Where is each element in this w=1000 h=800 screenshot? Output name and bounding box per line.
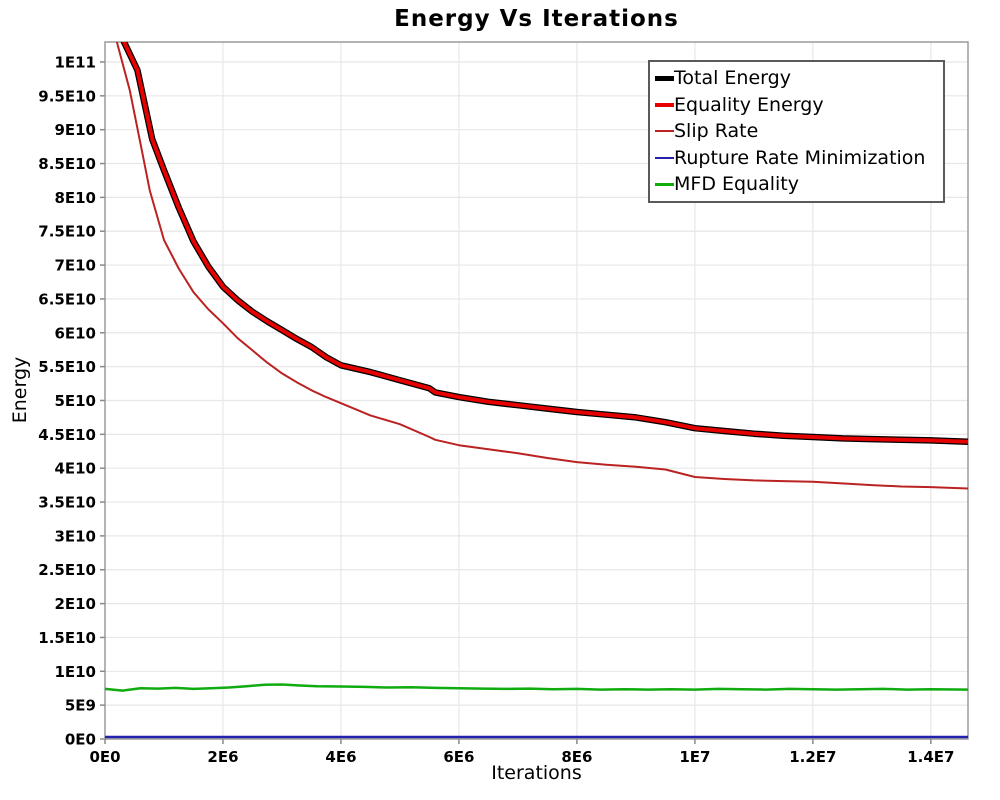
y-tick-label: 5E9 [65,697,96,715]
legend-label: MFD Equality [674,173,799,196]
x-tick-label: 0E0 [89,748,120,766]
y-tick-label: 1E11 [54,53,96,71]
x-tick-label: 1.2E7 [789,748,836,766]
legend-label: Equality Energy [674,93,824,116]
legend-label: Rupture Rate Minimization [674,146,926,169]
legend-label: Total Energy [674,67,791,90]
x-axis-title: Iterations [491,762,582,784]
y-tick-label: 3E10 [54,527,96,545]
legend: Total Energy Equality Energy Slip Rate Rupt… [648,60,945,203]
y-tick-label: 0E0 [65,731,96,749]
y-tick-label: 8E10 [54,189,96,207]
legend-line-swatch [655,102,674,107]
legend-entry-rupture-rate-minimization: Rupture Rate Minimization [655,145,941,172]
x-tick-label: 2E6 [207,748,238,766]
series-line-mfd-equality [105,683,968,692]
y-tick-label: 8.5E10 [38,155,96,173]
y-tick-label: 2E10 [54,595,96,613]
y-tick-label: 5E10 [54,392,96,410]
y-tick-label: 7.5E10 [38,223,96,241]
legend-entry-mfd-equality: MFD Equality [655,171,941,198]
legend-label: Slip Rate [674,120,759,143]
legend-line-swatch [655,130,674,133]
y-tick-label: 9.5E10 [38,87,96,105]
y-tick-label: 1E10 [54,663,96,681]
legend-line-swatch [655,75,674,81]
x-tick-label: 4E6 [325,748,356,766]
y-tick-label: 9E10 [54,121,96,139]
chart-title: Energy Vs Iterations [394,6,679,32]
series-line-equality-energy [121,42,968,444]
x-tick-label: 8E6 [561,748,592,766]
y-tick-label: 5.5E10 [38,358,96,376]
y-tick-label: 6E10 [54,324,96,342]
legend-entry-equality-energy: Equality Energy [655,92,941,119]
plot-border [104,41,969,740]
y-tick-label: 6.5E10 [38,290,96,308]
y-tick-label: 4E10 [54,460,96,478]
legend-entry-total-energy: Total Energy [655,65,941,92]
x-tick-label: 1E7 [679,748,710,766]
series-line-slip-rate [115,42,968,490]
y-axis-title: Energy [9,356,31,424]
y-tick-label: 7E10 [54,257,96,275]
y-tick-label: 3.5E10 [38,494,96,512]
y-tick-label: 1.5E10 [38,629,96,647]
y-tick-label: 4.5E10 [38,426,96,444]
x-tick-label: 1.4E7 [907,748,954,766]
legend-entry-slip-rate: Slip Rate [655,118,941,145]
legend-line-swatch [655,156,674,159]
legend-line-swatch [655,183,674,186]
y-tick-label: 2.5E10 [38,561,96,579]
x-tick-label: 6E6 [443,748,474,766]
